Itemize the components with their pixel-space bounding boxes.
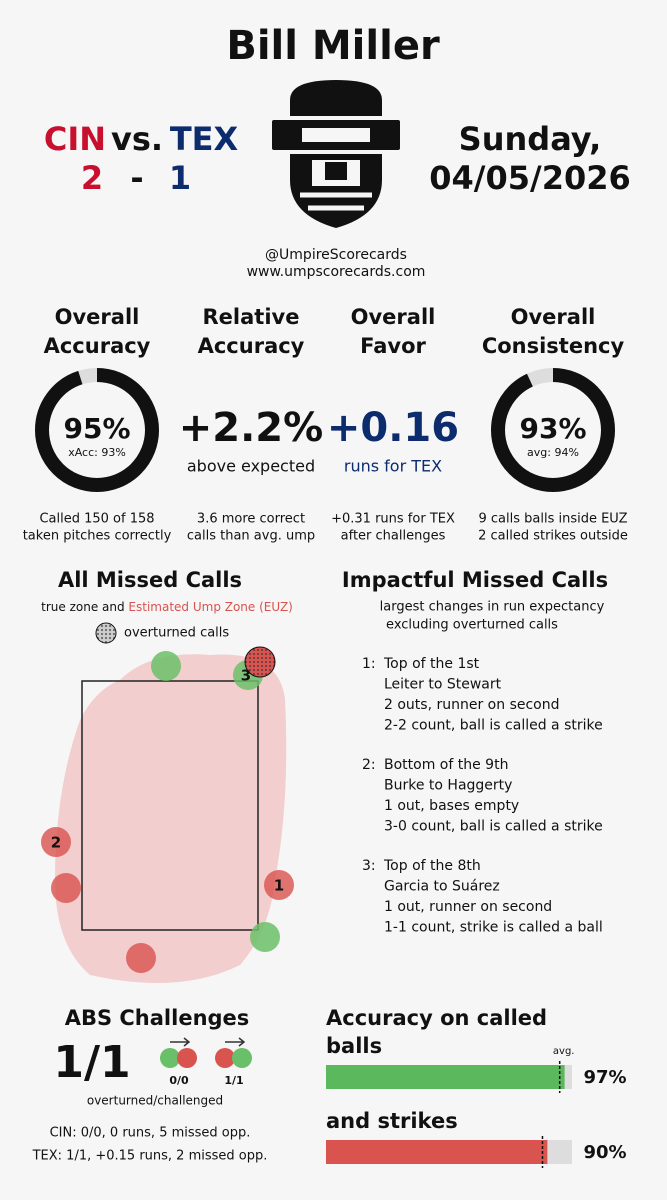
abs-cin: CIN: 0/0, 0 runs, 5 missed opp. [50,1126,251,1141]
item-line: Bottom of the 9th [384,757,508,773]
metric-title: Relative [203,305,300,329]
metric-title: Accuracy [44,334,151,358]
impactful-title: Impactful Missed Calls [342,568,608,592]
euz [55,654,287,983]
bar-label: 90% [583,1142,626,1163]
umpire-mask-icon [268,80,404,228]
umpire-name: Bill Miller [226,23,440,69]
date: 04/05/2026 [429,159,631,197]
item-line: 1-1 count, strike is called a ball [384,920,603,936]
legend-text: overturned calls [124,626,229,641]
item-line: 3-0 count, ball is called a strike [384,819,603,835]
impactful-sub: excluding overturned calls [386,618,558,633]
item-line: 1 out, runner on second [384,899,552,915]
abs-title: ABS Challenges [65,1006,250,1030]
away-score: 2 [81,159,103,197]
metric-note: +0.31 runs for TEX [331,512,455,527]
item-line: Top of the 1st [383,656,480,672]
metric-title: Accuracy [198,334,305,358]
point-label: 1 [274,877,284,895]
gauge-sub: avg: 94% [527,446,579,459]
metric-title: Consistency [482,334,625,358]
bar [326,1140,548,1164]
item-line: 2-2 count, ball is called a strike [384,718,603,734]
metric-note: 9 calls balls inside EUZ [478,512,627,527]
avg-label: avg. [553,1046,575,1057]
item-line: Garcia to Suárez [384,879,500,895]
metric-note: taken pitches correctly [23,529,172,544]
away-team: CIN [44,120,106,158]
metric-note: after challenges [341,529,446,544]
metric-sub: above expected [187,457,315,476]
called-title: balls [326,1034,382,1058]
abs-total: 1/1 [53,1037,130,1088]
bar-label: 97% [583,1067,626,1088]
metric-title: Overall [511,305,596,329]
metric-sub: runs for TEX [344,457,442,476]
gauge-label: 93% [519,412,586,445]
gauge [491,368,615,492]
legend-overturned [95,622,117,644]
missed-points [41,646,294,973]
metric-big: +0.16 [327,405,459,451]
metric-big: +2.2% [179,405,323,451]
called-title: Accuracy on called [326,1006,547,1030]
point-label: 3 [241,667,251,685]
abs-tex: TEX: 1/1, +0.15 runs, 2 missed opp. [32,1149,268,1164]
dash: - [130,159,143,197]
metric-note: 2 called strikes outside [478,529,628,544]
metric-note: Called 150 of 158 [39,512,154,527]
day: Sunday, [459,120,602,158]
metric-title: Favor [360,334,426,358]
abs-caption: overturned/challenged [87,1094,223,1108]
abs-pair: 1/1 [224,1074,243,1087]
gauge-label: 95% [63,412,130,445]
missed-sub-a: true zone and [41,600,128,614]
site: www.umpscorecards.com [247,264,426,280]
missed-title: All Missed Calls [58,568,242,592]
item-num: 3: [362,858,376,874]
item-num: 1: [362,656,376,672]
challenge-icons [160,1037,252,1068]
gauge-sub: xAcc: 93% [68,446,126,459]
metric-title: Overall [351,305,436,329]
home-team: TEX [170,120,239,158]
item-line: Top of the 8th [383,858,481,874]
vs: vs. [111,120,163,158]
item-line: Leiter to Stewart [384,677,502,693]
missed-sub-b: Estimated Ump Zone (EUZ) [128,600,292,614]
item-line: 2 outs, runner on second [384,697,560,713]
handle: @UmpireScorecards [265,247,407,263]
strike-zone [81,680,259,931]
home-score: 1 [169,159,191,197]
metric-note: calls than avg. ump [187,529,315,544]
item-num: 2: [362,757,376,773]
item-line: Burke to Haggerty [384,778,512,794]
abs-pair: 0/0 [169,1074,189,1087]
gauge [35,368,159,492]
item-line: 1 out, bases empty [384,798,519,814]
missed-subtitle: true zone and Estimated Ump Zone (EUZ) [41,600,293,614]
bar [326,1065,565,1089]
metric-title: Overall [55,305,140,329]
called-title: and strikes [326,1109,458,1133]
impactful-sub: largest changes in run expectancy [380,600,605,615]
metric-note: 3.6 more correct [197,512,305,527]
point-label: 2 [51,834,61,852]
